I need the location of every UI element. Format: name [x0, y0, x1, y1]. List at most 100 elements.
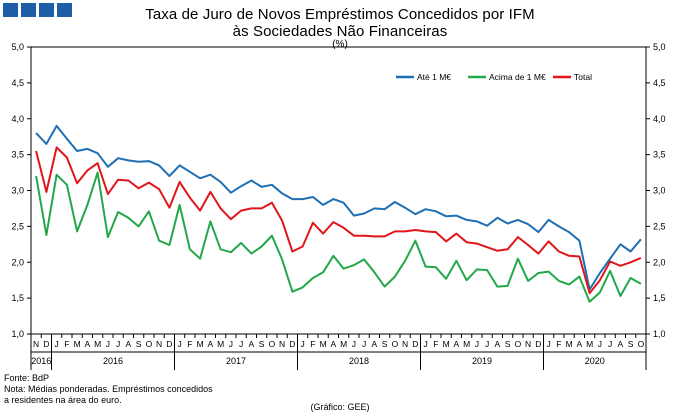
x-tick-label: J: [301, 339, 305, 349]
year-label: 2017: [226, 356, 246, 366]
chart-title-line1: Taxa de Juro de Novos Empréstimos Conced…: [145, 6, 535, 23]
y-tick-label-right: 4,0: [653, 114, 666, 124]
x-tick-label: N: [525, 339, 531, 349]
legend-label: Até 1 M€: [417, 72, 451, 82]
y-tick-label-left: 5,0: [11, 42, 24, 52]
x-tick-label: D: [43, 339, 49, 349]
year-label: 2020: [585, 356, 605, 366]
x-tick-label: M: [443, 339, 450, 349]
chart-footer: Fonte: BdP Nota: Médias ponderadas. Empr…: [4, 373, 213, 406]
x-tick-label: J: [547, 339, 551, 349]
x-tick-label: J: [485, 339, 489, 349]
year-label: 2016: [103, 356, 123, 366]
y-tick-label-left: 2,5: [11, 221, 24, 231]
method-note-line2: a residentes na área do euro.: [4, 395, 122, 405]
x-tick-label: N: [402, 339, 408, 349]
x-tick-label: O: [515, 339, 522, 349]
x-tick-label: J: [229, 339, 233, 349]
x-tick-label: M: [463, 339, 470, 349]
y-tick-label-right: 3,0: [653, 186, 666, 196]
x-tick-label: F: [310, 339, 315, 349]
x-tick-label: M: [566, 339, 573, 349]
y-tick-label-right: 1,0: [653, 329, 666, 339]
x-tick-label: D: [412, 339, 418, 349]
x-tick-label: A: [331, 339, 337, 349]
logo-block: [21, 3, 36, 17]
x-tick-label: J: [352, 339, 356, 349]
x-tick-label: J: [55, 339, 59, 349]
legend-label: Acima de 1 M€: [489, 72, 546, 82]
y-tick-label-left: 4,5: [11, 78, 24, 88]
chart-title: Taxa de Juro de Novos Empréstimos Conced…: [0, 6, 680, 40]
x-tick-label: A: [208, 339, 214, 349]
x-tick-label: N: [156, 339, 162, 349]
y-tick-label-right: 4,5: [653, 78, 666, 88]
x-tick-label: M: [340, 339, 347, 349]
year-label: 2019: [472, 356, 492, 366]
y-tick-label-right: 2,0: [653, 257, 666, 267]
x-tick-label: F: [556, 339, 561, 349]
x-tick-label: D: [535, 339, 541, 349]
logo-block: [3, 3, 18, 17]
y-tick-label-right: 2,5: [653, 221, 666, 231]
x-tick-label: J: [475, 339, 479, 349]
x-tick-label: N: [33, 339, 39, 349]
x-tick-label: J: [178, 339, 182, 349]
x-tick-label: A: [454, 339, 460, 349]
x-tick-label: A: [372, 339, 378, 349]
logo-block: [39, 3, 54, 17]
y-tick-label-left: 1,5: [11, 293, 24, 303]
x-tick-label: S: [505, 339, 511, 349]
year-label: 2016: [31, 356, 51, 366]
x-tick-label: J: [424, 339, 428, 349]
x-tick-label: A: [495, 339, 501, 349]
series-line: [35, 124, 642, 291]
x-tick-label: O: [269, 339, 276, 349]
x-tick-label: D: [166, 339, 172, 349]
brand-logo: [3, 3, 72, 17]
x-tick-label: M: [94, 339, 101, 349]
x-tick-label: D: [289, 339, 295, 349]
x-tick-label: A: [85, 339, 91, 349]
plot-frame: [30, 46, 647, 335]
x-tick-label: F: [433, 339, 438, 349]
y-tick-label-right: 5,0: [653, 42, 666, 52]
x-tick-label: J: [598, 339, 602, 349]
y-tick-label-left: 2,0: [11, 257, 24, 267]
x-tick-label: A: [618, 339, 624, 349]
x-tick-label: S: [136, 339, 142, 349]
chart-unit: (%): [332, 39, 348, 50]
x-tick-label: N: [279, 339, 285, 349]
source-note: Fonte: BdP: [4, 373, 50, 383]
y-tick-label-left: 4,0: [11, 114, 24, 124]
y-tick-label-right: 3,5: [653, 150, 666, 160]
x-tick-label: M: [586, 339, 593, 349]
x-tick-label: M: [217, 339, 224, 349]
x-tick-label: O: [638, 339, 645, 349]
x-tick-label: J: [106, 339, 110, 349]
chart-title-line2: às Sociedades Não Financeiras: [232, 23, 448, 40]
method-note-line1: Nota: Médias ponderadas. Empréstimos con…: [4, 384, 213, 394]
x-tick-label: S: [382, 339, 388, 349]
y-tick-label-left: 3,0: [11, 186, 24, 196]
x-tick-label: J: [239, 339, 243, 349]
x-tick-label: M: [320, 339, 327, 349]
x-tick-label: F: [187, 339, 192, 349]
x-tick-label: S: [628, 339, 634, 349]
logo-block: [57, 3, 72, 17]
y-tick-label-left: 3,5: [11, 150, 24, 160]
x-tick-label: A: [126, 339, 132, 349]
x-tick-label: J: [608, 339, 612, 349]
year-label: 2018: [349, 356, 369, 366]
x-tick-label: M: [74, 339, 81, 349]
x-tick-label: O: [146, 339, 153, 349]
chart-credit: (Gráfico: GEE): [310, 402, 370, 412]
series-line: [35, 171, 642, 303]
legend-label: Total: [574, 72, 592, 82]
x-tick-label: J: [116, 339, 120, 349]
x-tick-label: F: [64, 339, 69, 349]
x-tick-label: O: [392, 339, 399, 349]
x-tick-label: A: [249, 339, 255, 349]
x-tick-label: A: [577, 339, 583, 349]
